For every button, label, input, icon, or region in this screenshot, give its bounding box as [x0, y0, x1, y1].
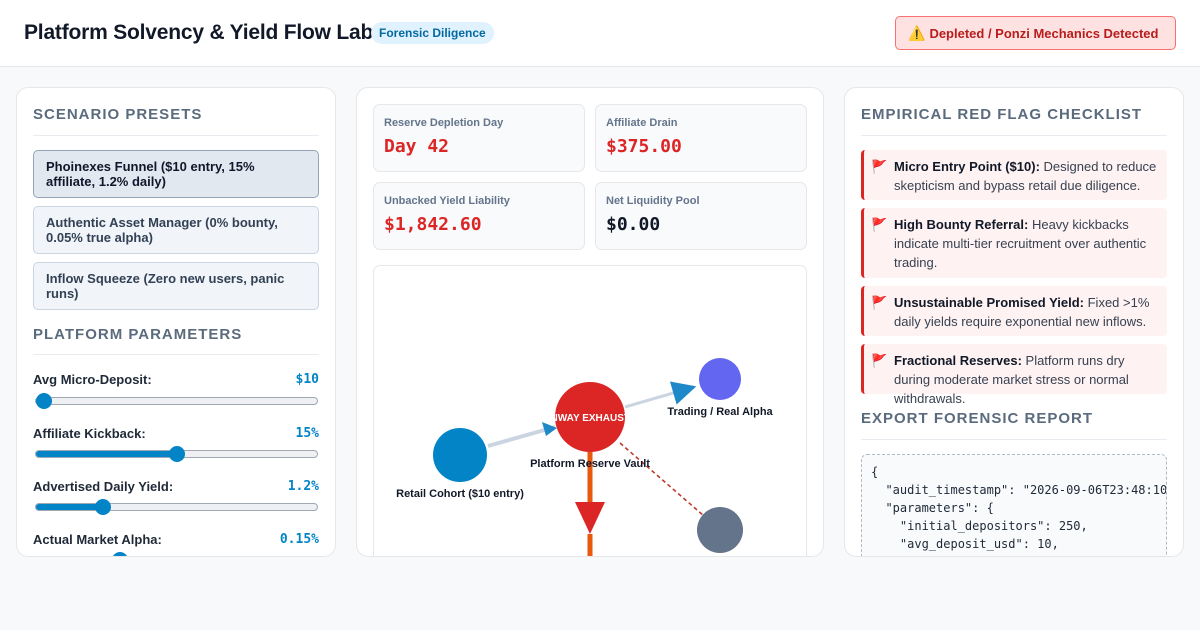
divider — [33, 135, 319, 136]
red-flag-checklist-heading: EMPIRICAL RED FLAG CHECKLIST — [861, 106, 1143, 123]
advertised-daily-yield-value: 1.2% — [287, 479, 319, 494]
red-flag-item: 🚩 Unsustainable Promised Yield: Fixed >1… — [861, 286, 1167, 336]
vault-status-text: RUNWAY EXHAUSTED — [536, 413, 644, 424]
metric-value: $375.00 — [606, 136, 682, 157]
divider — [861, 439, 1167, 440]
node-affiliate-network[interactable] — [697, 507, 743, 553]
metric-label: Affiliate Drain — [606, 117, 678, 129]
affiliate-kickback-value: 15% — [295, 426, 319, 441]
outflow-arrowhead — [575, 502, 605, 534]
node-trading-alpha[interactable] — [699, 358, 741, 400]
slider-fill — [36, 504, 104, 510]
avg-micro-deposit-label: Avg Micro-Deposit: — [33, 372, 152, 387]
affiliate-kickback-slider[interactable] — [35, 446, 318, 462]
affiliate-kickback-label: Affiliate Kickback: — [33, 426, 146, 441]
export-report-heading: EXPORT FORENSIC REPORT — [861, 410, 1094, 427]
metric-label: Reserve Depletion Day — [384, 117, 504, 129]
red-flag-title: Micro Entry Point ($10): — [894, 159, 1040, 174]
preset-authentic-asset-manager[interactable]: Authentic Asset Manager (0% bounty, 0.05… — [33, 206, 319, 254]
warning-icon: ⚠️ — [908, 25, 926, 41]
alert-text: Depleted / Ponzi Mechanics Detected — [929, 26, 1159, 41]
red-flag-item: 🚩 Micro Entry Point ($10): Designed to r… — [861, 150, 1167, 200]
preset-phoinexes-funnel[interactable]: Phoinexes Funnel ($10 entry, 15% affilia… — [33, 150, 319, 198]
divider — [33, 354, 319, 355]
edge-vault-to-affiliate — [619, 442, 705, 517]
avg-micro-deposit-slider[interactable] — [35, 393, 318, 409]
platform-parameters-heading: PLATFORM PARAMETERS — [33, 326, 243, 343]
diligence-panel: EMPIRICAL RED FLAG CHECKLIST 🚩 Micro Ent… — [844, 87, 1184, 557]
red-flag-text: Designed to reduce skepticism and bypass… — [894, 159, 1157, 193]
red-flag-icon: 🚩 — [871, 159, 888, 174]
forensic-diligence-badge: Forensic Diligence — [371, 22, 494, 44]
controls-panel: SCENARIO PRESETS Phoinexes Funnel ($10 e… — [16, 87, 336, 557]
app-title: Platform Solvency & Yield Flow Lab — [24, 21, 374, 44]
metric-card-reserve-depletion: Reserve Depletion Day Day 42 — [373, 104, 585, 172]
metric-label: Net Liquidity Pool — [606, 195, 700, 207]
node-trading-label: Trading / Real Alpha — [667, 406, 773, 418]
red-flag-title: Fractional Reserves: — [894, 353, 1022, 368]
scenario-presets-heading: SCENARIO PRESETS — [33, 106, 203, 123]
flow-graph-svg: Retail Cohort ($10 entry) RUNWAY EXHAUST… — [396, 358, 774, 556]
edge-retail-to-vault — [487, 425, 556, 448]
divider — [861, 135, 1167, 136]
red-flag-icon: 🚩 — [871, 217, 888, 232]
red-flag-title: High Bounty Referral: — [894, 217, 1029, 232]
node-vault-label: Platform Reserve Vault — [530, 458, 650, 470]
actual-market-alpha-value: 0.15% — [279, 532, 319, 547]
actual-market-alpha-label: Actual Market Alpha: — [33, 532, 162, 547]
ponzi-alert-banner: ⚠️ Depleted / Ponzi Mechanics Detected — [895, 16, 1176, 50]
red-flag-text: Heavy kickbacks indicate multi-tier recr… — [894, 217, 1147, 270]
slider-thumb[interactable] — [112, 552, 129, 556]
advertised-daily-yield-label: Advertised Daily Yield: — [33, 479, 174, 494]
red-flag-text: Platform runs dry during moderate market… — [894, 353, 1129, 406]
top-bar: Platform Solvency & Yield Flow Lab Foren… — [0, 0, 1200, 67]
advertised-daily-yield-slider[interactable] — [35, 499, 318, 515]
red-flag-item: 🚩 High Bounty Referral: Heavy kickbacks … — [861, 208, 1167, 278]
metric-value: $1,842.60 — [384, 214, 482, 235]
node-platform-vault[interactable] — [555, 382, 625, 452]
simulation-panel: Reserve Depletion Day Day 42 Affiliate D… — [356, 87, 824, 557]
metric-label: Unbacked Yield Liability — [384, 195, 510, 207]
actual-market-alpha-slider[interactable] — [112, 552, 129, 556]
red-flag-title: Unsustainable Promised Yield: — [894, 295, 1084, 310]
metric-value: Day 42 — [384, 136, 450, 157]
slider-thumb[interactable] — [168, 446, 185, 462]
red-flag-icon: 🚩 — [871, 353, 888, 368]
edge-arrowhead — [542, 422, 557, 436]
red-flag-icon: 🚩 — [871, 295, 888, 310]
forensic-report-json[interactable]: { "audit_timestamp": "2026-09-06T23:48:1… — [861, 454, 1167, 556]
node-retail-cohort[interactable] — [433, 428, 487, 482]
red-flag-text: Fixed >1% daily yields require exponenti… — [894, 295, 1150, 329]
capital-flow-graph: Retail Cohort ($10 entry) RUNWAY EXHAUST… — [373, 265, 807, 556]
preset-inflow-squeeze[interactable]: Inflow Squeeze (Zero new users, panic ru… — [33, 262, 319, 310]
slider-fill — [36, 451, 177, 457]
edge-vault-to-trading — [624, 381, 697, 409]
avg-micro-deposit-value: $10 — [295, 372, 319, 387]
metric-card-affiliate-drain: Affiliate Drain $375.00 — [595, 104, 807, 172]
slider-thumb[interactable] — [95, 499, 112, 515]
metric-card-net-liquidity: Net Liquidity Pool $0.00 — [595, 182, 807, 250]
metric-card-unbacked-yield: Unbacked Yield Liability $1,842.60 — [373, 182, 585, 250]
slider-thumb[interactable] — [36, 393, 53, 409]
node-retail-label: Retail Cohort ($10 entry) — [396, 488, 524, 500]
metric-value: $0.00 — [606, 214, 661, 235]
red-flag-item: 🚩 Fractional Reserves: Platform runs dry… — [861, 344, 1167, 406]
